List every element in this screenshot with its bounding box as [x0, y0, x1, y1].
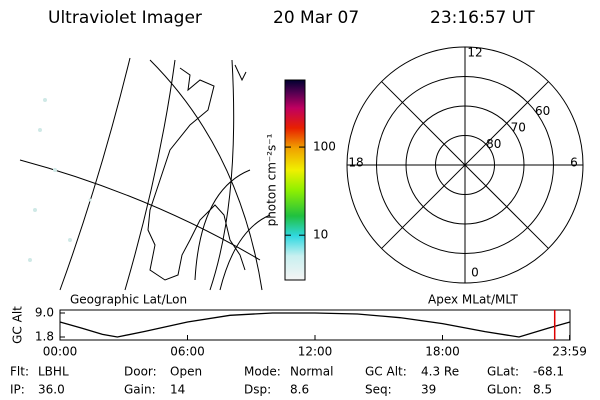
status-value: -68.1 — [533, 365, 564, 379]
status-label: Door: — [124, 365, 157, 379]
lat-label: 70 — [511, 121, 526, 135]
status-value: Normal — [290, 365, 333, 379]
y-tick-label: 9.0 — [35, 306, 54, 320]
y-axis-label: GC Alt — [11, 306, 25, 344]
x-tick-label: 23:59 — [552, 345, 587, 359]
mlt-label: 0 — [471, 266, 479, 280]
time: 23:16:57 UT — [430, 8, 535, 28]
status-label: GC Alt: — [365, 365, 407, 379]
polar-spoke — [381, 81, 549, 249]
y-tick-label: 1.8 — [35, 330, 54, 344]
mlt-label: 12 — [467, 46, 482, 60]
instrument: Ultraviolet Imager — [48, 8, 202, 28]
date: 20 Mar 07 — [273, 8, 359, 28]
status-label: Mode: — [244, 365, 281, 379]
status-label: Dsp: — [244, 383, 271, 397]
status-label: IP: — [10, 383, 25, 397]
status-value: 8.6 — [290, 383, 309, 397]
status-value: 14 — [170, 383, 185, 397]
lat-circle — [405, 105, 525, 225]
status-label: GLat: — [487, 365, 519, 379]
polar-label: Apex MLat/MLT — [428, 293, 518, 307]
lat-label: 60 — [535, 104, 550, 118]
status-label: GLon: — [487, 383, 522, 397]
status-value: 39 — [421, 383, 436, 397]
colorbar-tick-label: 10 — [313, 228, 328, 242]
map — [19, 57, 271, 291]
x-tick-label: 06:00 — [170, 345, 205, 359]
status-value: LBHL — [38, 365, 69, 379]
status-value: 4.3 Re — [421, 365, 459, 379]
status-value: Open — [170, 365, 202, 379]
x-tick-label: 00:00 — [43, 345, 78, 359]
lat-label: 80 — [486, 137, 501, 151]
status-label: Gain: — [124, 383, 156, 397]
colorbar-label: photon cm⁻²s⁻¹ — [265, 133, 279, 226]
mlt-label: 18 — [348, 156, 363, 170]
status-value: 8.5 — [533, 383, 552, 397]
status-label: Flt: — [10, 365, 29, 379]
altitude-line — [59, 312, 571, 338]
colorbar — [284, 79, 306, 281]
x-tick-label: 18:00 — [425, 345, 460, 359]
map-label: Geographic Lat/Lon — [70, 293, 187, 307]
lat-circle — [376, 76, 554, 254]
x-tick-label: 12:00 — [298, 345, 333, 359]
status-value: 36.0 — [38, 383, 65, 397]
mlt-label: 6 — [570, 156, 578, 170]
status-label: Seq: — [365, 383, 392, 397]
colorbar-tick-label: 100 — [313, 140, 336, 154]
lat-circle — [435, 135, 495, 195]
